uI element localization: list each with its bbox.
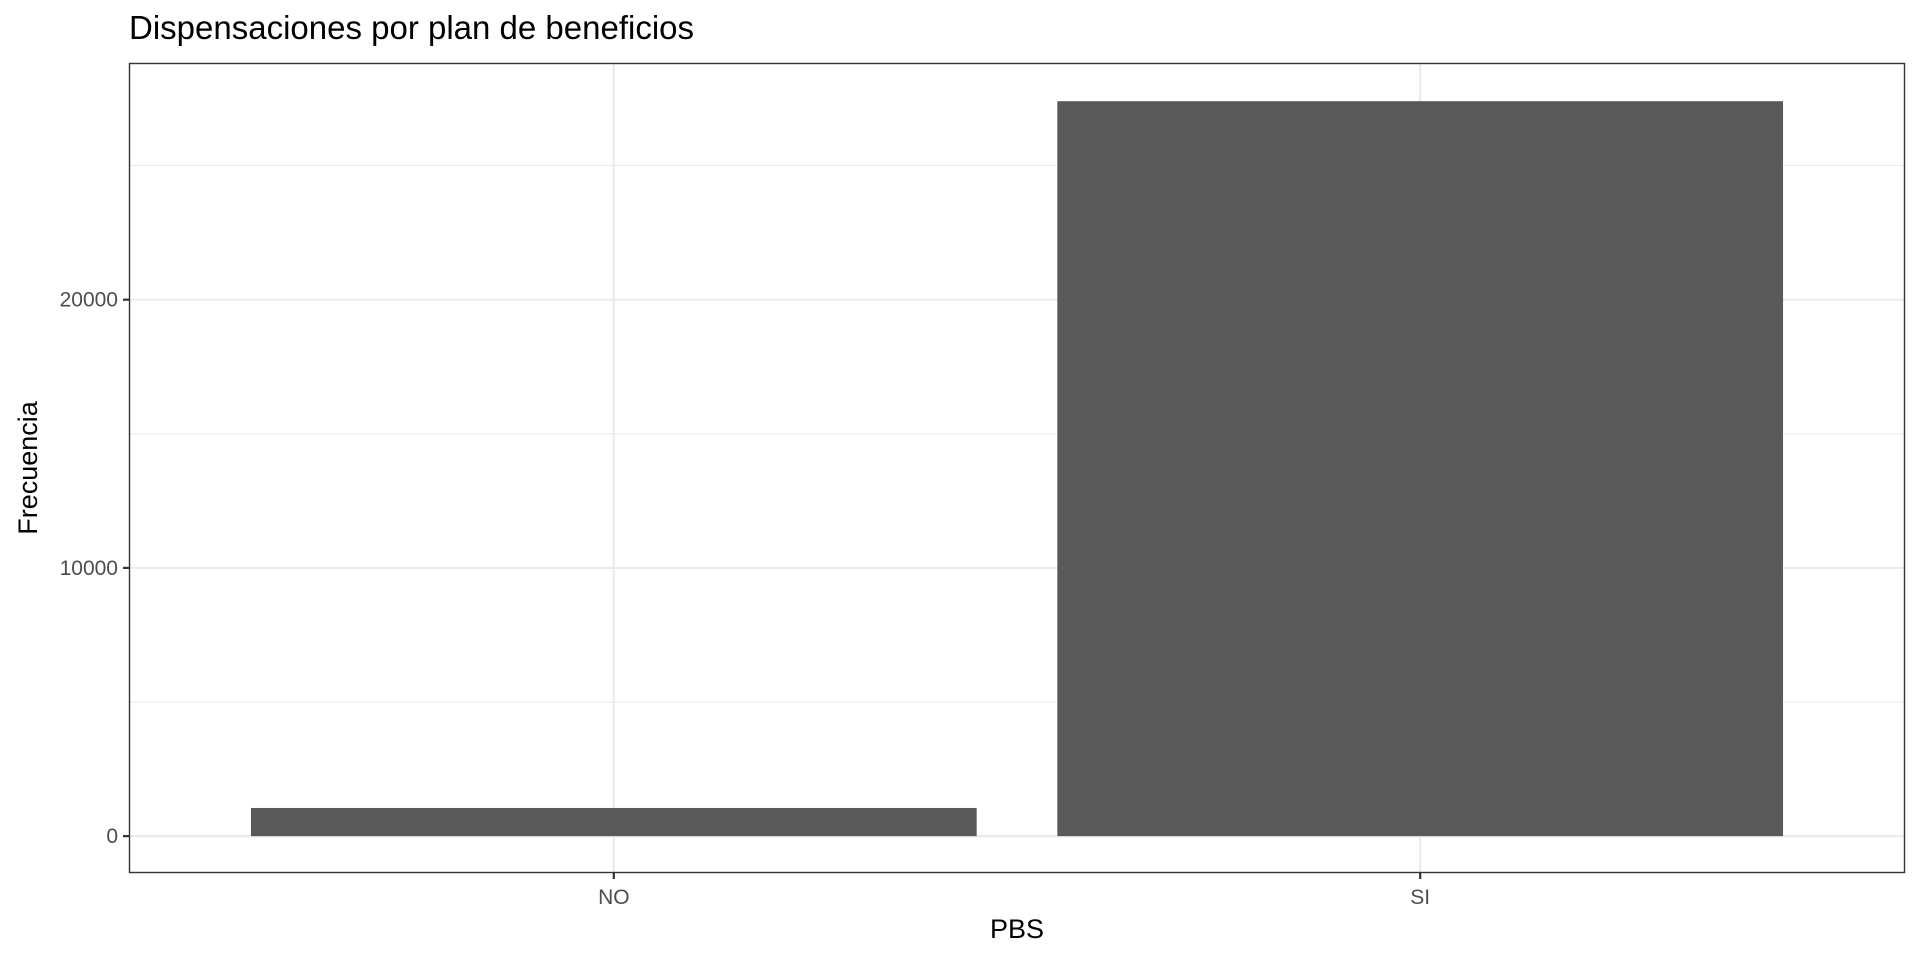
bars: [251, 101, 1783, 836]
x-tick-label: NO: [598, 886, 630, 909]
y-axis-title: Frecuencia: [13, 400, 43, 535]
x-axis-title: PBS: [990, 914, 1044, 944]
bar-si: [1057, 101, 1783, 836]
bar-no: [251, 808, 977, 836]
x-tick-label: SI: [1410, 886, 1430, 909]
y-tick-label: 0: [106, 825, 118, 848]
chart-title: Dispensaciones por plan de beneficios: [129, 9, 694, 46]
y-axis: 0 10000 20000: [60, 289, 130, 848]
y-tick-label: 10000: [60, 557, 118, 580]
y-tick-label: 20000: [60, 289, 118, 312]
x-axis: NO SI: [598, 872, 1430, 909]
